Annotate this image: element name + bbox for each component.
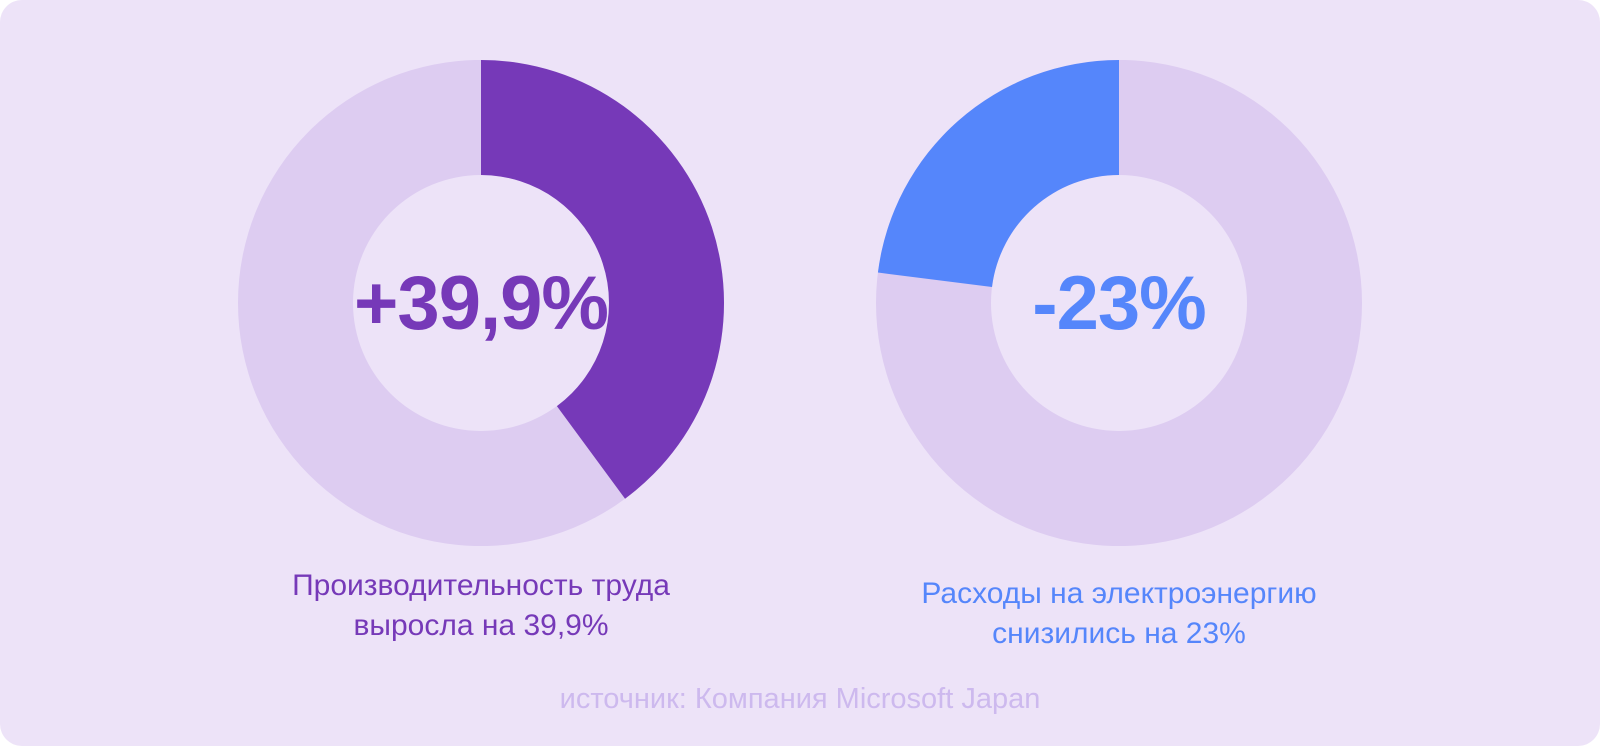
energy-caption-line2: снизились на 23% bbox=[992, 617, 1246, 650]
productivity-donut-svg bbox=[238, 60, 724, 546]
energy-caption-line1: Расходы на электроэнергию bbox=[921, 577, 1317, 610]
source-note: источник: Компания Microsoft Japan bbox=[559, 683, 1041, 715]
productivity-center-value: +39,9% bbox=[354, 260, 609, 346]
donut-highlight-segment bbox=[877, 60, 1119, 287]
energy-donut-chart: -23% bbox=[876, 60, 1362, 546]
energy-donut-svg bbox=[876, 60, 1362, 546]
productivity-donut-chart: +39,9% bbox=[238, 60, 724, 546]
donut-highlight-segment bbox=[481, 60, 724, 499]
productivity-caption: Производительность труда выросла на 39,9… bbox=[201, 566, 761, 646]
energy-center-value: -23% bbox=[1032, 260, 1206, 346]
energy-caption: Расходы на электроэнергию снизились на 2… bbox=[839, 574, 1399, 654]
productivity-caption-line1: Производительность труда bbox=[292, 569, 670, 602]
productivity-caption-line2: выросла на 39,9% bbox=[353, 609, 609, 642]
